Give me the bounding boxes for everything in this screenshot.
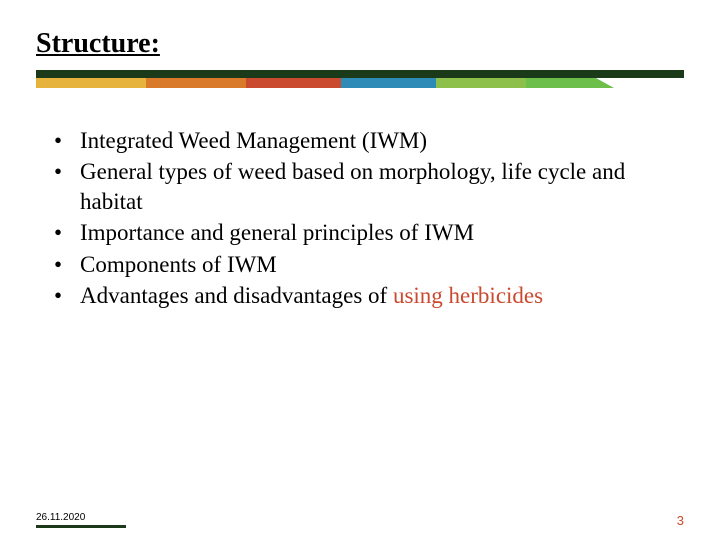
bullet-item: Components of IWM (54, 250, 684, 279)
header-bar-segment (341, 78, 436, 88)
footer-date: 26.11.2020 (36, 512, 126, 523)
page-number: 3 (677, 513, 684, 528)
bullet-list: Integrated Weed Management (IWM)General … (36, 126, 684, 311)
header-bar-tail (596, 78, 614, 88)
bullet-highlight: using herbicides (393, 283, 543, 308)
slide: Structure: Integrated Weed Management (I… (0, 0, 720, 540)
footer-left: 26.11.2020 (36, 512, 126, 528)
footer-row: 26.11.2020 3 (36, 512, 684, 528)
slide-title: Structure: (36, 28, 684, 60)
bullet-item: General types of weed based on morpholog… (54, 157, 684, 216)
bullet-item: Importance and general principles of IWM (54, 218, 684, 247)
header-bar-segment (146, 78, 246, 88)
header-bar-segment (246, 78, 341, 88)
bullet-item: Advantages and disadvantages of using he… (54, 281, 684, 310)
header-bar-segment (36, 78, 146, 88)
header-bar-dark (36, 70, 684, 78)
footer-line (36, 525, 126, 528)
header-bar-color (36, 78, 596, 88)
bullet-item: Integrated Weed Management (IWM) (54, 126, 684, 155)
footer: 26.11.2020 3 (0, 512, 720, 528)
header-bar (36, 70, 684, 90)
header-bar-segment (526, 78, 596, 88)
header-bar-segment (436, 78, 526, 88)
